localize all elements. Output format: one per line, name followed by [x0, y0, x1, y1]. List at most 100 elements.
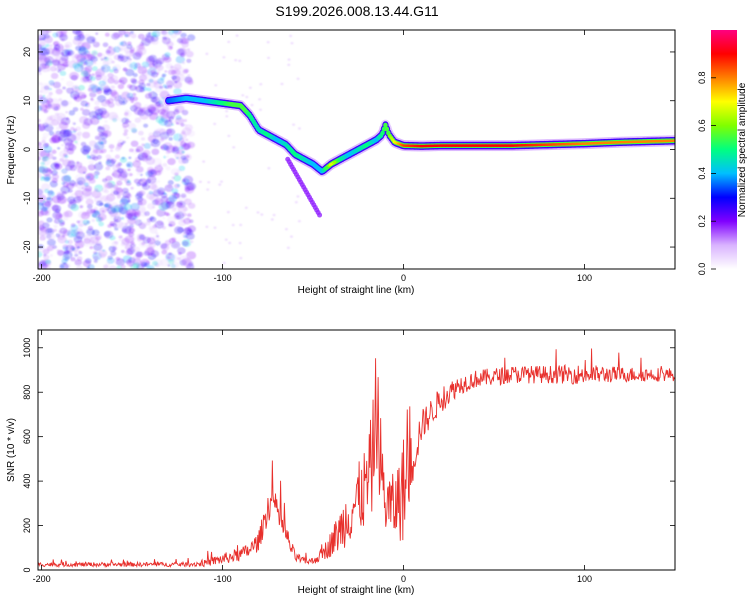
noise-blob — [179, 37, 187, 44]
noise-blob — [163, 155, 167, 159]
noise-blob — [122, 67, 128, 72]
noise-blob — [60, 77, 65, 81]
noise-blob — [167, 158, 176, 166]
noise-blob — [148, 54, 158, 63]
noise-blob — [126, 247, 135, 255]
noise-blob — [116, 180, 123, 186]
noise-blob — [124, 119, 129, 123]
noise-blob — [111, 222, 118, 228]
noise-blob — [167, 216, 177, 224]
noise-blob — [114, 146, 121, 152]
noise-blob — [92, 51, 97, 55]
noise-blob — [154, 220, 165, 229]
noise-blob — [260, 213, 264, 216]
noise-blob — [82, 76, 90, 83]
noise-blob — [154, 134, 161, 140]
noise-blob — [241, 94, 245, 97]
noise-blob — [121, 100, 125, 104]
noise-blob — [185, 138, 189, 142]
noise-blob — [161, 89, 169, 96]
noise-blob — [44, 124, 54, 132]
noise-blob — [49, 180, 58, 188]
noise-blob — [234, 58, 238, 62]
spectrogram-xtick-label: 0 — [401, 273, 406, 283]
noise-blob — [86, 35, 96, 44]
noise-blob — [42, 94, 46, 97]
noise-blob — [154, 197, 164, 206]
noise-blob — [286, 246, 290, 250]
noise-blob — [51, 149, 57, 155]
noise-blob — [73, 93, 80, 100]
noise-blob — [171, 188, 179, 194]
noise-blob — [172, 208, 177, 212]
noise-blob — [78, 250, 82, 253]
noise-blob — [150, 96, 158, 103]
noise-blob — [180, 32, 187, 39]
spectrogram-ytick-label: 0 — [22, 147, 32, 152]
noise-blob — [139, 155, 144, 159]
noise-blob — [68, 110, 76, 116]
noise-blob — [154, 240, 161, 246]
noise-blob — [297, 127, 301, 130]
noise-blob — [139, 87, 146, 93]
noise-blob — [114, 154, 120, 159]
noise-blob — [127, 168, 131, 172]
noise-blob — [114, 226, 119, 231]
noise-blob — [152, 205, 156, 209]
noise-blob — [58, 229, 63, 234]
noise-blob — [88, 160, 95, 165]
noise-blob — [284, 227, 288, 231]
noise-blob — [86, 266, 90, 269]
noise-blob — [101, 114, 105, 118]
noise-blob — [112, 184, 119, 189]
noise-blob — [132, 160, 142, 168]
colorbar-label: Normalized spectral amplitude — [737, 82, 748, 217]
noise-blob — [162, 163, 168, 167]
noise-blob — [75, 166, 79, 169]
noise-blob — [88, 110, 99, 119]
noise-blob — [149, 216, 157, 223]
noise-blob — [130, 140, 139, 147]
noise-blob — [45, 37, 51, 42]
noise-blob — [73, 228, 84, 237]
noise-blob — [81, 108, 91, 116]
noise-blob — [225, 115, 229, 118]
noise-blob — [296, 77, 300, 81]
noise-blob — [77, 131, 83, 136]
noise-blob — [227, 40, 231, 44]
noise-blob — [183, 207, 189, 212]
noise-blob — [105, 159, 116, 168]
snr-ytick-label: 600 — [22, 429, 32, 444]
noise-blob — [137, 65, 144, 71]
noise-blob — [136, 191, 144, 198]
noise-blob — [148, 132, 155, 138]
noise-blob — [128, 156, 132, 160]
noise-blob — [166, 155, 170, 158]
noise-blob — [213, 226, 217, 229]
noise-blob — [213, 122, 217, 126]
noise-blob — [38, 156, 41, 161]
noise-blob — [42, 132, 49, 138]
noise-blob — [104, 32, 110, 37]
noise-blob — [168, 194, 178, 203]
noise-blob — [111, 60, 115, 64]
noise-blob — [67, 239, 73, 245]
spectrogram-xtick-label: -200 — [33, 273, 51, 283]
noise-blob — [181, 150, 185, 154]
noise-blob — [124, 112, 129, 116]
noise-blob — [161, 73, 167, 78]
noise-blob — [122, 132, 128, 137]
noise-blob — [80, 107, 84, 111]
noise-blob — [49, 65, 57, 72]
noise-blob — [156, 104, 162, 109]
noise-blob — [105, 49, 111, 54]
spectrogram-ytick-label: 10 — [22, 96, 32, 106]
snr-ytick-label: 0 — [22, 567, 32, 572]
noise-blob — [179, 52, 186, 58]
noise-blob — [143, 123, 149, 128]
noise-blob — [168, 80, 174, 86]
noise-blob — [88, 118, 97, 125]
noise-blob — [135, 253, 143, 259]
noise-blob — [290, 42, 294, 45]
noise-blob — [138, 82, 146, 89]
